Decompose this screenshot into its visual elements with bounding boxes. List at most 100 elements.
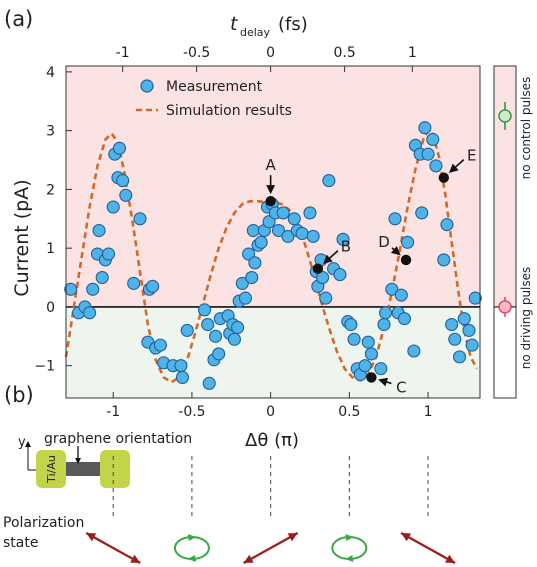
linear-polarization-line	[243, 532, 299, 564]
annotation-label: C	[396, 378, 406, 396]
measurement-point	[276, 206, 290, 220]
measurement-point	[208, 329, 223, 343]
annotation-arrowhead	[448, 163, 459, 173]
polarization-label-line2: state	[3, 535, 38, 551]
measurement-point	[92, 223, 106, 238]
top-axis-label: t delay (fs)	[230, 13, 308, 39]
annotation-label: A	[266, 156, 277, 174]
measurement-point	[201, 317, 215, 332]
plot-frame	[65, 65, 481, 399]
linear-polarization-arrowhead	[287, 533, 298, 542]
left-axis: −1 0 1 2 3 4	[34, 65, 72, 375]
measurement-point	[238, 291, 253, 305]
annotation-arrowhead	[266, 185, 276, 195]
linear-polarization-arrowhead	[86, 533, 97, 542]
measurement-point	[227, 332, 241, 346]
measurement-point	[347, 332, 361, 346]
measurement-point	[457, 312, 471, 326]
y-tick-label: 3	[46, 124, 55, 140]
measurement-point	[287, 212, 301, 226]
panel-label-a: (a)	[4, 7, 33, 31]
side-panel-frame	[493, 65, 517, 399]
top-tick-label: 0	[266, 45, 275, 61]
measurement-point	[465, 338, 479, 352]
top-tick-label: 1	[408, 45, 417, 61]
measurement-point	[86, 282, 100, 296]
measurement-point	[281, 229, 295, 243]
measurement-point	[361, 335, 375, 349]
measurement-point	[175, 370, 190, 384]
circular-polarization-arrowhead	[187, 555, 196, 562]
circular-polarization-arrowhead	[345, 534, 354, 541]
legend-label-measurement: Measurement	[166, 79, 263, 95]
measurement-points	[64, 121, 482, 390]
linear-polarization-line	[85, 532, 141, 564]
measurement-point	[333, 268, 347, 282]
measurement-point	[119, 188, 133, 202]
panel-label-b: (b)	[4, 383, 34, 407]
circular-polarization-ellipse	[173, 536, 210, 560]
measurement-point	[421, 147, 435, 161]
device-schematic: y x Ti/Au graphene orientation Polarizat…	[3, 431, 192, 551]
measurement-point	[462, 323, 476, 337]
measurement-point	[452, 350, 467, 364]
measurement-point	[415, 206, 429, 220]
linear-polarization-line	[400, 532, 456, 564]
measurement-point	[306, 229, 320, 243]
legend-marker-measurement	[140, 79, 154, 93]
measurement-point	[262, 215, 276, 229]
measurement-point	[401, 235, 415, 249]
measurement-point	[242, 247, 256, 261]
measurement-point	[316, 270, 330, 285]
measurement-point	[64, 282, 78, 296]
measurement-point	[95, 270, 109, 285]
annotation-point	[400, 254, 412, 266]
side-label-no-control-pulses: no control pulses	[519, 77, 533, 180]
top-axis-label-symbol: t	[230, 13, 239, 35]
axis-y-arrowhead	[25, 441, 31, 447]
measurement-point	[440, 218, 454, 232]
measurement-point	[231, 320, 245, 335]
side-panel: no control pulses no driving pulses	[493, 65, 533, 399]
measurement-point	[322, 174, 336, 188]
measurement-point	[112, 141, 127, 155]
measurement-point	[254, 235, 268, 249]
linear-polarization-arrowhead	[243, 554, 254, 563]
measurement-point	[397, 312, 411, 326]
measurement-point	[235, 276, 249, 290]
annotation-label: B	[341, 238, 351, 256]
y-tick-label: 1	[46, 241, 55, 257]
x-tick-label: -1	[106, 404, 120, 420]
measurement-point	[418, 121, 432, 135]
measurement-point	[437, 253, 451, 267]
annotation-arrowhead	[323, 254, 333, 265]
annotation-label: D	[378, 233, 390, 251]
x-tick-label: 1	[424, 404, 433, 420]
measurement-point	[246, 223, 260, 238]
measurement-point	[364, 347, 378, 361]
measurement-point	[468, 291, 482, 305]
x-tick-label: 0.5	[338, 404, 360, 420]
measurement-point	[426, 132, 440, 147]
y-tick-label: 4	[46, 65, 55, 81]
measurement-point	[116, 174, 130, 188]
circular-polarization-arrowhead	[187, 534, 196, 541]
measurement-point	[212, 347, 226, 361]
measurement-point	[385, 282, 399, 296]
x-axis-label: Δθ (π)	[245, 430, 299, 451]
electrode-label: Ti/Au	[45, 455, 58, 484]
bottom-axis: -1 -0.5 0 0.5 1	[106, 392, 433, 420]
legend-label-simulation: Simulation results	[166, 103, 292, 119]
x-tick-label: 0	[266, 404, 275, 420]
measurement-point	[429, 159, 443, 173]
measurement-point	[101, 247, 116, 261]
annotation-point	[366, 372, 377, 383]
measurement-point	[295, 226, 309, 241]
right-electrode	[100, 450, 130, 488]
y-tick-label: −1	[34, 359, 55, 375]
left-electrode	[36, 450, 66, 488]
measurement-point	[445, 317, 459, 332]
measurement-point	[319, 291, 333, 305]
annotation-point	[312, 263, 324, 274]
